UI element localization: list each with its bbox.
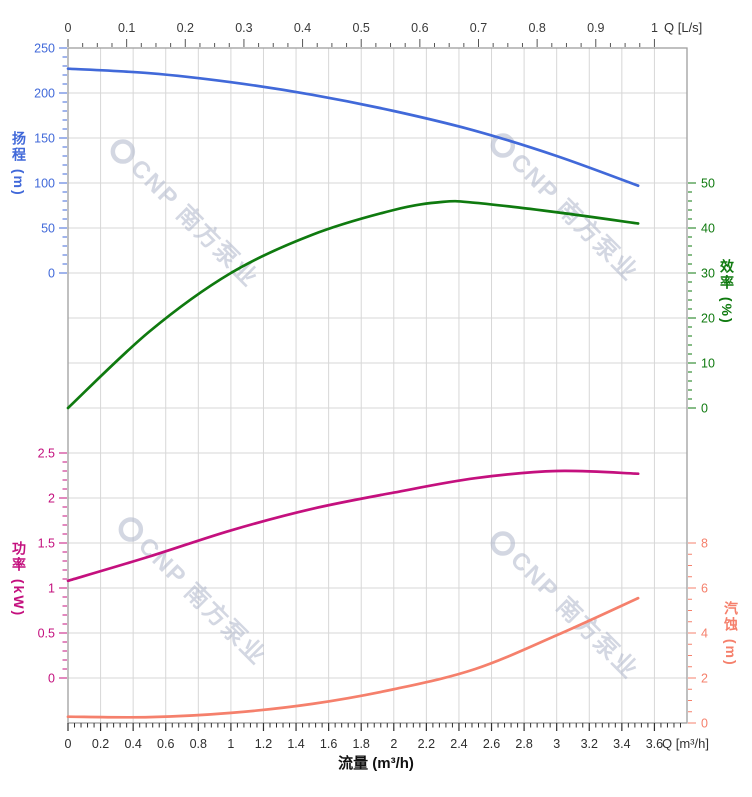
eff-tick-label: 20	[701, 312, 715, 326]
top-axis-tick-label: 0.1	[118, 21, 135, 35]
head-tick-label: 150	[34, 132, 55, 146]
watermark: CNP 南方泵业	[110, 139, 264, 293]
top-axis-tick-label: 0.2	[177, 21, 194, 35]
top-axis-tick-label: 0.5	[353, 21, 370, 35]
top-axis-tick-label: 0	[65, 21, 72, 35]
bottom-axis-tick-label: 1.4	[287, 737, 304, 751]
head-axis-title: 扬程 (m)	[11, 131, 27, 197]
eff-tick-label: 0	[701, 402, 708, 416]
watermark-text: CNP 南方泵业	[133, 532, 272, 671]
bottom-axis-tick-label: 2.4	[450, 737, 467, 751]
npsh-tick-label: 6	[701, 582, 708, 596]
cnp-logo-icon	[490, 531, 516, 556]
bottom-axis-tick-label: 3.4	[613, 737, 630, 751]
watermark-text: CNP 南方泵业	[505, 148, 644, 287]
head-tick-label: 0	[48, 267, 55, 281]
power-tick-label: 2	[48, 492, 55, 506]
power-tick-label: 0.5	[38, 627, 55, 641]
eff-curve	[66, 199, 640, 410]
bottom-axis-tick-label: 1.8	[353, 737, 370, 751]
top-axis-tick-label: 0.8	[528, 21, 545, 35]
power-curve	[66, 469, 640, 583]
head-tick-label: 50	[41, 222, 55, 236]
bottom-axis-tick-label: 2.2	[418, 737, 435, 751]
flow-axis-title: 流量 (m³/h)	[338, 755, 414, 772]
top-axis-tick-label: 0.7	[470, 21, 487, 35]
head-tick-label: 200	[34, 87, 55, 101]
npsh-tick-label: 0	[701, 717, 708, 731]
cnp-logo-icon	[118, 517, 144, 542]
eff-tick-label: 30	[701, 267, 715, 281]
bottom-axis-tick-label: 0.2	[92, 737, 109, 751]
npsh-tick-label: 2	[701, 672, 708, 686]
top-axis-unit-label: Q [L/s]	[664, 20, 703, 35]
top-axis-tick-label: 1	[651, 21, 658, 35]
power-tick-label: 1	[48, 582, 55, 596]
bottom-axis-tick-label: 1.2	[255, 737, 272, 751]
top-axis-tick-label: 0.6	[411, 21, 428, 35]
power-tick-label: 2.5	[38, 447, 55, 461]
bottom-axis-tick-label: 0.4	[124, 737, 141, 751]
bottom-axis-unit-label: Q [m³/h]	[662, 736, 709, 751]
npsh-tick-label: 4	[701, 627, 708, 641]
power-tick-label: 0	[48, 672, 55, 686]
eff-tick-label: 50	[701, 177, 715, 191]
watermark: CNP 南方泵业	[118, 517, 272, 671]
bottom-axis-tick-label: 3.6	[646, 737, 663, 751]
top-axis-tick-label: 0.3	[235, 21, 252, 35]
bottom-axis-tick-label: 0.6	[157, 737, 174, 751]
head-tick-label: 250	[34, 42, 55, 56]
watermark-text: CNP 南方泵业	[505, 546, 644, 685]
npsh-curve	[66, 596, 640, 719]
npsh-tick-label: 8	[701, 537, 708, 551]
power-tick-label: 1.5	[38, 537, 55, 551]
bottom-axis-tick-label: 1.6	[320, 737, 337, 751]
bottom-axis-tick-label: 1	[227, 737, 234, 751]
bottom-axis-tick-label: 2.8	[515, 737, 532, 751]
power-axis-title: 功率 (kW)	[11, 541, 27, 618]
head-tick-label: 100	[34, 177, 55, 191]
eff-tick-label: 40	[701, 222, 715, 236]
top-axis-tick-label: 0.4	[294, 21, 311, 35]
head-curve	[66, 67, 640, 188]
top-axis-tick-label: 0.9	[587, 21, 604, 35]
bottom-axis-tick-label: 2.6	[483, 737, 500, 751]
npsh-axis-title: 汽蚀 (m)	[723, 601, 739, 667]
plot-frame	[67, 47, 688, 724]
bottom-axis-tick-label: 0.8	[190, 737, 207, 751]
bottom-axis-tick-label: 0	[65, 737, 72, 751]
watermark-text: CNP 南方泵业	[125, 154, 264, 293]
efficiency-axis-title: 效率 (%)	[719, 259, 735, 325]
bottom-axis-tick-label: 2	[390, 737, 397, 751]
bottom-axis-tick-label: 3.2	[581, 737, 598, 751]
bottom-axis-tick-label: 3	[553, 737, 560, 751]
eff-tick-label: 10	[701, 357, 715, 371]
